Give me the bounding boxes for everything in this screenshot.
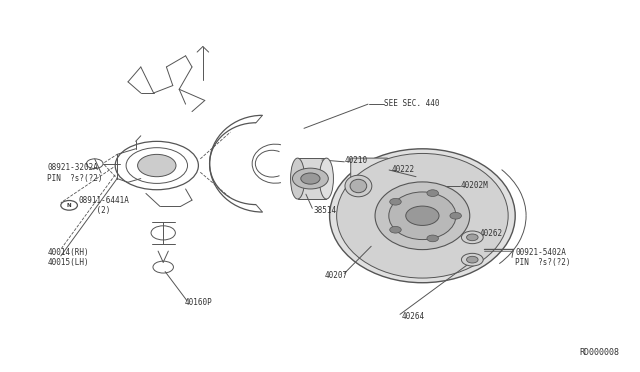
Ellipse shape xyxy=(350,179,367,193)
Circle shape xyxy=(467,234,478,241)
Circle shape xyxy=(461,253,483,266)
Text: 40222: 40222 xyxy=(392,165,415,174)
Text: RD000008: RD000008 xyxy=(580,348,620,357)
Polygon shape xyxy=(351,158,400,214)
Text: 00921-5402A
PIN  ?s?(?2): 00921-5402A PIN ?s?(?2) xyxy=(515,248,571,267)
Ellipse shape xyxy=(375,182,470,250)
Text: 40262: 40262 xyxy=(480,229,503,238)
Text: 40207: 40207 xyxy=(325,271,348,280)
Ellipse shape xyxy=(345,175,372,197)
Circle shape xyxy=(390,198,401,205)
Circle shape xyxy=(427,190,438,196)
Circle shape xyxy=(461,231,483,244)
Circle shape xyxy=(138,154,176,177)
Text: 40210: 40210 xyxy=(344,156,367,165)
Circle shape xyxy=(292,168,328,189)
Ellipse shape xyxy=(389,192,456,240)
Ellipse shape xyxy=(291,158,305,199)
Ellipse shape xyxy=(337,153,508,278)
Polygon shape xyxy=(298,158,326,199)
Text: SEE SEC. 440: SEE SEC. 440 xyxy=(384,99,440,108)
Text: 40160P: 40160P xyxy=(184,298,212,307)
Text: 38514: 38514 xyxy=(314,206,337,215)
Circle shape xyxy=(406,206,439,225)
Text: 08921-3202A
PIN  ?s?(?2): 08921-3202A PIN ?s?(?2) xyxy=(47,163,103,183)
Text: 40264: 40264 xyxy=(402,312,425,321)
Ellipse shape xyxy=(319,158,333,199)
Circle shape xyxy=(390,227,401,233)
Text: N: N xyxy=(67,203,72,208)
Text: 08911-6441A
    (2): 08911-6441A (2) xyxy=(78,196,129,215)
Text: 40014(RH)
40015(LH): 40014(RH) 40015(LH) xyxy=(47,248,89,267)
Circle shape xyxy=(301,173,320,184)
Circle shape xyxy=(450,212,461,219)
Text: 40202M: 40202M xyxy=(461,181,488,190)
Circle shape xyxy=(467,256,478,263)
Circle shape xyxy=(427,235,438,242)
Ellipse shape xyxy=(330,149,515,283)
